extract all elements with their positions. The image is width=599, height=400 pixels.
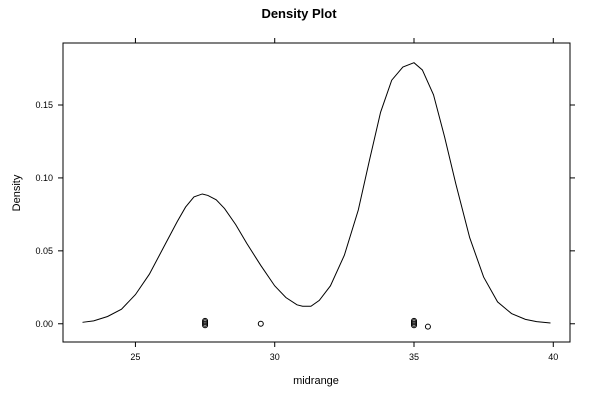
x-tick-label: 30 bbox=[270, 352, 280, 362]
y-tick-label: 0.15 bbox=[35, 100, 53, 110]
data-point bbox=[257, 320, 264, 327]
x-tick-label: 40 bbox=[548, 352, 558, 362]
x-tick-label: 25 bbox=[130, 352, 140, 362]
axis-ticks: 25 30 35 40 0.00 0.05 0.10 0.15 bbox=[35, 38, 575, 362]
x-axis-label: midrange bbox=[293, 375, 339, 387]
y-tick-label: 0.00 bbox=[35, 319, 53, 329]
data-point bbox=[424, 323, 431, 330]
plot-frame bbox=[62, 42, 571, 343]
data-point bbox=[202, 317, 209, 324]
density-curve bbox=[82, 62, 551, 324]
y-tick-label: 0.05 bbox=[35, 246, 53, 256]
y-axis-label: Density bbox=[11, 174, 23, 211]
data-point bbox=[411, 317, 417, 324]
x-tick-label: 35 bbox=[409, 352, 419, 362]
y-tick-label: 0.10 bbox=[35, 173, 53, 183]
data-points bbox=[202, 317, 431, 330]
chart-title: Density Plot bbox=[261, 6, 337, 21]
